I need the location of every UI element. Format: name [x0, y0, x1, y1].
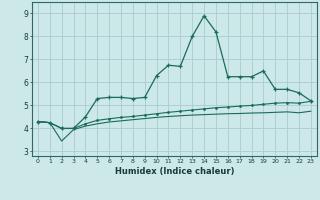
- X-axis label: Humidex (Indice chaleur): Humidex (Indice chaleur): [115, 167, 234, 176]
